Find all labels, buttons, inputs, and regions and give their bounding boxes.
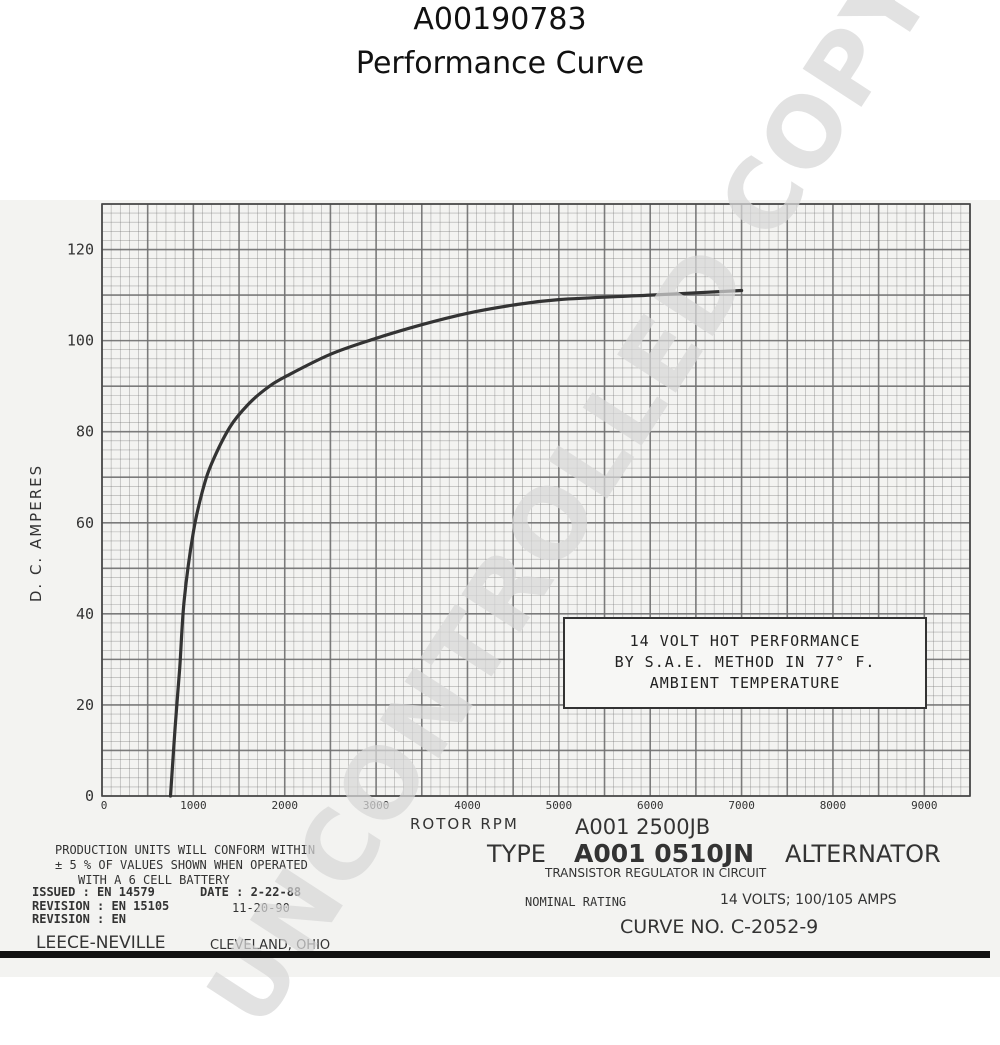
curve-point: [466, 312, 469, 315]
y-tick-label: 40: [76, 605, 94, 623]
curve-point: [173, 726, 177, 729]
revision-2: REVISION : EN: [32, 912, 126, 926]
x-tick-label: 6000: [637, 799, 664, 812]
x-tick-label: 2000: [271, 799, 298, 812]
curve-point: [183, 599, 186, 602]
regulator-note: TRANSISTOR REGULATOR IN CIRCUIT: [545, 866, 767, 880]
revision-1-date: 11-20-90: [232, 901, 290, 915]
curve-point: [169, 794, 172, 798]
issued-number: ISSUED : EN 14579: [32, 885, 155, 899]
curve-point: [420, 323, 423, 326]
x-tick-label: 8000: [820, 799, 847, 812]
type-prefix: TYPE: [487, 840, 546, 868]
production-note-1: PRODUCTION UNITS WILL CONFORM WITHIN: [55, 843, 316, 857]
curve-point: [374, 337, 378, 340]
bottom-border: [0, 951, 990, 958]
part-number: A00190783: [413, 2, 587, 37]
curve-point: [265, 387, 268, 390]
x-tick-label: 7000: [728, 799, 755, 812]
curve-point: [247, 403, 250, 406]
x-tick-label: 0: [101, 799, 108, 812]
test-condition-line-3: AMBIENT TEMPERATURE: [649, 674, 841, 692]
model-number-top: A001 2500JB: [575, 815, 711, 839]
curve-number: CURVE NO. C-2052-9: [620, 916, 819, 938]
x-tick-label: 4000: [454, 799, 481, 812]
nominal-rating-label: NOMINAL RATING: [525, 895, 627, 909]
y-tick-label: 0: [85, 787, 94, 805]
x-tick-label: 3000: [363, 799, 390, 812]
y-tick-label: 60: [76, 514, 94, 532]
company-city: CLEVELAND, OHIO: [210, 938, 331, 953]
test-condition-line-2: BY S.A.E. METHOD IN 77° F.: [614, 653, 876, 671]
performance-chart: 0 20 40 60 80 100 120 0 1000 2000 3000 4000 5000 6000…: [67, 203, 971, 812]
test-condition-box: 14 VOLT HOT PERFORMANCE BY S.A.E. METHOD…: [563, 617, 927, 709]
company-name: LEECE-NEVILLE: [36, 933, 166, 953]
issued-date: DATE : 2-22-88: [200, 885, 302, 899]
y-tick-label: 120: [67, 241, 94, 259]
curve-point: [201, 489, 204, 493]
test-condition-line-1: 14 VOLT HOT PERFORMANCE: [629, 632, 861, 650]
x-tick-label: 9000: [911, 799, 938, 812]
nominal-rating-value: 14 VOLTS; 100/105 AMPS: [720, 892, 897, 908]
curve-point: [283, 375, 286, 379]
x-tick-label: 5000: [546, 799, 573, 812]
curve-point: [512, 303, 515, 307]
plot-frame: [101, 203, 971, 797]
production-note-2: ± 5 % OF VALUES SHOWN WHEN OPERATED: [55, 858, 308, 872]
curve-point: [178, 667, 181, 670]
y-tick-label: 100: [67, 332, 94, 350]
curve-point: [329, 353, 332, 356]
curve-point: [228, 425, 232, 429]
y-axis-label: D. C. AMPERES: [27, 463, 45, 603]
x-axis-label: ROTOR RPM: [410, 815, 519, 833]
type-suffix: ALTERNATOR: [785, 840, 941, 868]
curve-point: [740, 289, 743, 292]
x-tick-label: 1000: [180, 799, 207, 812]
y-tick-label: 80: [76, 423, 94, 441]
page-subtitle: Performance Curve: [355, 46, 645, 81]
type-model: A001 0510JN: [574, 839, 755, 868]
curve-point: [649, 293, 652, 297]
production-note-3: WITH A 6 CELL BATTERY: [78, 873, 230, 887]
curve-point: [557, 298, 560, 301]
y-tick-label: 20: [76, 696, 94, 714]
revision-1: REVISION : EN 15105: [32, 899, 170, 913]
curve-point: [210, 462, 213, 465]
curve-point: [192, 530, 195, 534]
